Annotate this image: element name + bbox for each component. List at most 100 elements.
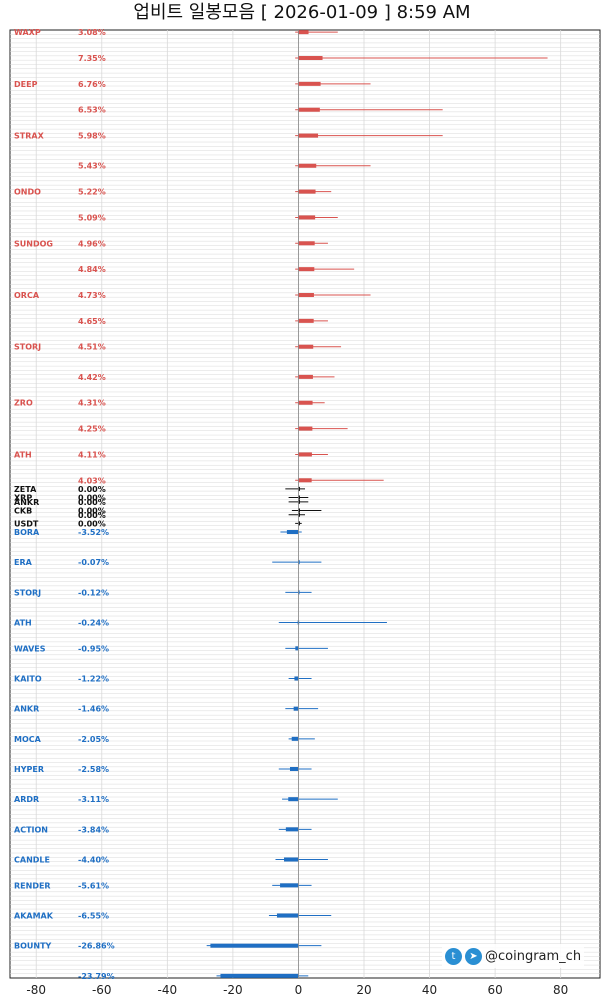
change-label: 6.53%	[78, 106, 106, 115]
candle-body	[298, 189, 316, 194]
change-label: -3.84%	[78, 825, 109, 834]
telegram-icon[interactable]: ➤	[465, 947, 482, 965]
ticker-label: ACTION	[14, 825, 48, 834]
twitter-icon[interactable]: t	[445, 947, 462, 965]
change-label: -23.79%	[78, 972, 115, 981]
candle-body	[298, 499, 300, 504]
candle-body	[285, 827, 299, 832]
ticker-label: ZRO	[14, 399, 33, 408]
ticker-label: AKAMAK	[14, 912, 54, 921]
ticker-label: SUNDOG	[14, 239, 53, 248]
change-label: 4.84%	[78, 265, 106, 274]
candle-body	[291, 736, 299, 741]
ticker-label: RENDER	[14, 881, 51, 890]
x-tick-label: 0	[295, 983, 303, 997]
ticker-label: STORJ	[14, 588, 41, 597]
candle-body	[298, 495, 300, 500]
change-label: 4.65%	[78, 317, 106, 326]
candle-body	[276, 913, 299, 918]
ticker-label: CKB	[14, 506, 32, 515]
candle-body	[298, 508, 300, 513]
change-label: 4.25%	[78, 425, 106, 434]
ticker-label: ATH	[14, 450, 32, 459]
change-label: 0.00%	[78, 511, 106, 520]
change-label: -26.86%	[78, 942, 115, 951]
change-label: 4.73%	[78, 291, 106, 300]
candle-body	[298, 293, 314, 298]
candle-body	[298, 344, 314, 349]
change-label: 4.96%	[78, 239, 106, 248]
candle-body	[298, 163, 317, 168]
ticker-label: ANKR	[14, 498, 39, 507]
ticker-label: HYPER	[14, 765, 44, 774]
x-tick-label: -20	[223, 983, 243, 997]
candle-body	[298, 318, 314, 323]
candle-body	[288, 797, 299, 802]
ticker-label: BORA	[14, 528, 40, 537]
ticker-label: WAVES	[14, 644, 46, 653]
candle-body	[298, 560, 300, 565]
change-label: -6.55%	[78, 912, 109, 921]
change-label: 7.35%	[78, 54, 106, 63]
change-label: 6.76%	[78, 80, 106, 89]
change-label: 5.22%	[78, 188, 106, 197]
candle-body	[298, 512, 300, 517]
change-label: -5.61%	[78, 881, 109, 890]
ticker-label: ERA	[14, 558, 33, 567]
candle-body	[284, 857, 299, 862]
candle-body	[298, 452, 312, 457]
ticker-label: ARDR	[14, 795, 39, 804]
ticker-label: USDT	[14, 519, 39, 528]
ticker-label: KAITO	[14, 675, 42, 684]
ticker-label: WAXP	[14, 28, 41, 37]
change-label: 4.11%	[78, 450, 106, 459]
candle-body	[295, 646, 299, 651]
candle-body	[220, 973, 299, 978]
candle-body	[298, 215, 316, 220]
watermark-handle: @coingram_ch	[485, 948, 582, 964]
ticker-label: ATH	[14, 619, 32, 628]
change-label: 5.43%	[78, 162, 106, 171]
change-label: -3.52%	[78, 528, 109, 537]
ticker-label: STRAX	[14, 132, 45, 141]
ticker-label: ORCA	[14, 291, 40, 300]
ticker-label: DEEP	[14, 80, 38, 89]
x-tick-label: -60	[92, 983, 112, 997]
change-label: -0.07%	[78, 558, 109, 567]
watermark: t ➤ @coingram_ch	[442, 944, 585, 968]
ticker-label: ONDO	[14, 188, 41, 197]
change-label: 5.98%	[78, 132, 106, 141]
candle-body	[298, 30, 309, 35]
change-label: 4.03%	[78, 476, 106, 485]
change-label: -1.22%	[78, 675, 109, 684]
ticker-label: CANDLE	[14, 856, 50, 865]
candle-body	[289, 767, 299, 772]
candle-body	[293, 706, 299, 711]
change-label: 4.31%	[78, 399, 106, 408]
x-tick-label: 40	[422, 983, 437, 997]
x-tick-label: 60	[487, 983, 502, 997]
x-tick-label: -40	[158, 983, 178, 997]
candle-body	[298, 400, 313, 405]
candle-body	[286, 530, 299, 535]
ticker-label: BOUNTY	[14, 942, 52, 951]
ticker-label: XRP	[14, 494, 32, 503]
change-label: -4.40%	[78, 856, 109, 865]
chart-title: 업비트 일봉모음 [ 2026-01-09 ] 8:59 AM	[133, 2, 471, 23]
change-label: -2.05%	[78, 735, 109, 744]
change-label: 0.00%	[78, 506, 106, 515]
ticker-label: ANKR	[14, 705, 39, 714]
candle-body	[298, 374, 313, 379]
change-label: 4.42%	[78, 373, 106, 382]
change-label: 4.51%	[78, 343, 106, 352]
change-label: -0.24%	[78, 619, 109, 628]
candle-body	[298, 133, 319, 138]
candle-body	[298, 267, 315, 272]
candle-body	[298, 241, 315, 246]
candle-body	[210, 943, 299, 948]
change-label: -0.12%	[78, 588, 109, 597]
candle-body	[280, 883, 299, 888]
candle-body	[298, 107, 320, 112]
change-label: 0.00%	[78, 485, 106, 494]
